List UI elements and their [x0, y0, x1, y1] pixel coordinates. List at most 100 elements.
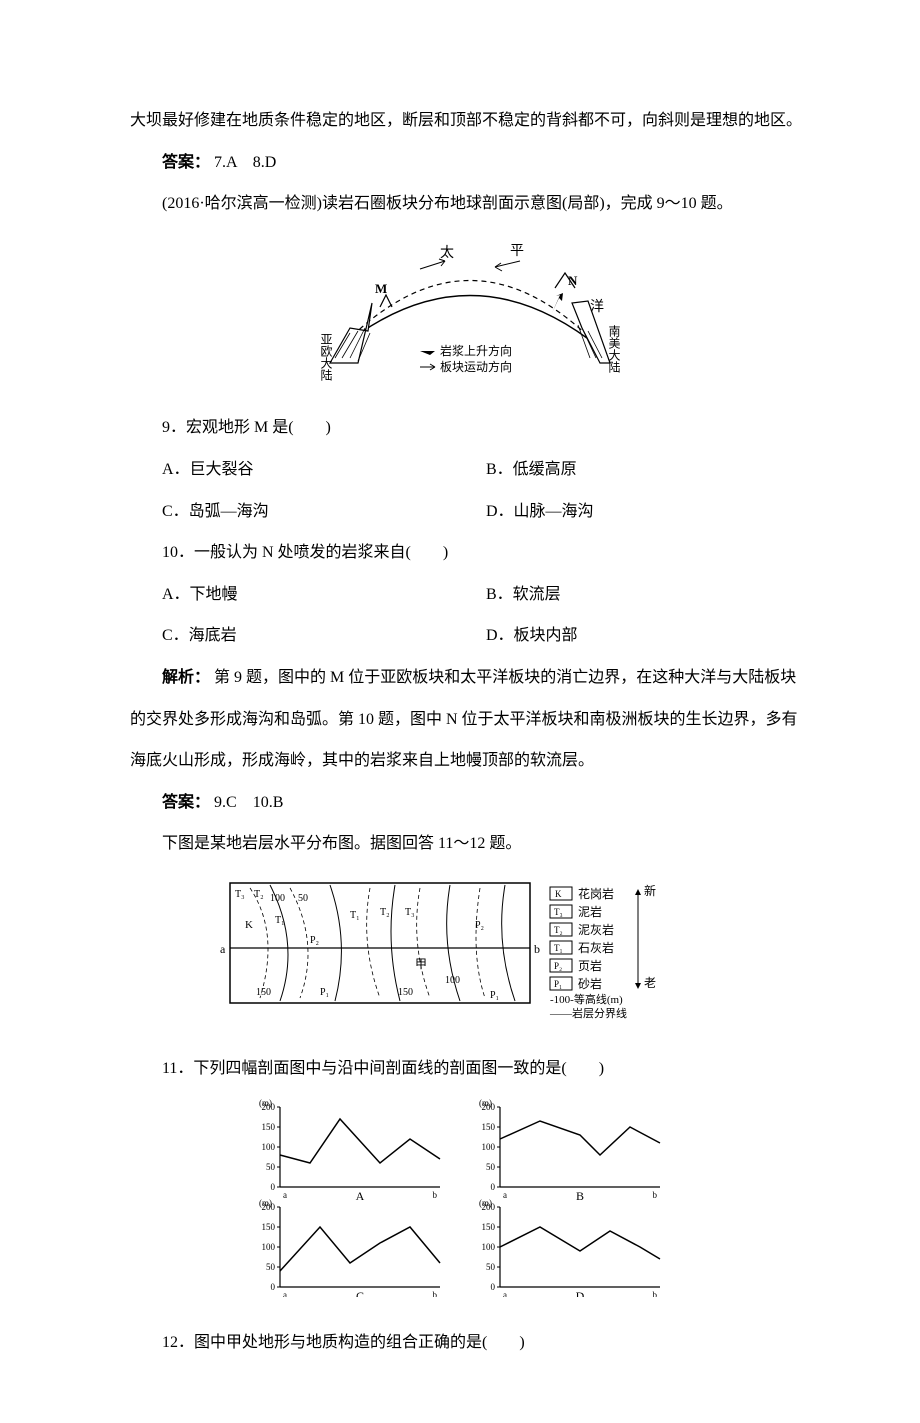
svg-text:0: 0 — [271, 1282, 276, 1292]
svg-text:a: a — [503, 1290, 507, 1297]
figure-geology-map: a b 100 50 150 100 150 T₃ T₂ T₁ T₁ T — [130, 873, 810, 1040]
svg-text:a: a — [503, 1190, 507, 1200]
svg-text:150: 150 — [262, 1222, 276, 1232]
svg-text:100: 100 — [482, 1142, 496, 1152]
explain-9-10: 解析： 第 9 题，图中的 M 位于亚欧板块和太平洋板块的消亡边界，在这种大洋与… — [130, 657, 810, 782]
contour-150a: 150 — [256, 987, 271, 998]
svg-text:b: b — [653, 1290, 658, 1297]
svg-text:A: A — [356, 1189, 365, 1203]
svg-text:b: b — [433, 1290, 438, 1297]
legend-t2: 泥灰岩 — [578, 922, 614, 937]
contour-100b: 100 — [445, 975, 460, 986]
q11-stem: 11．下列四幅剖面图中与沿中间剖面线的剖面图一致的是( ) — [130, 1048, 810, 1090]
svg-text:150: 150 — [482, 1222, 496, 1232]
svg-text:0: 0 — [491, 1282, 496, 1292]
svg-text:K: K — [555, 889, 562, 899]
map-b: b — [534, 942, 540, 956]
legend-t3: 泥岩 — [578, 904, 602, 919]
svg-text:100: 100 — [262, 1242, 276, 1252]
contour-150b: 150 — [398, 987, 413, 998]
answer-9-10: 答案： 9.C 10.B — [130, 782, 810, 824]
svg-text:50: 50 — [486, 1162, 496, 1172]
answer-value-2: 9.C 10.B — [214, 794, 283, 811]
q10-opt-c: C．海底岩 — [162, 615, 486, 657]
legend-magma: 岩浆上升方向 — [440, 343, 512, 358]
legend-p2: 页岩 — [578, 958, 602, 973]
svg-text:150: 150 — [482, 1122, 496, 1132]
svg-text:C: C — [356, 1289, 364, 1297]
map-k: K — [245, 919, 253, 931]
map-t2b: T₂ — [380, 907, 390, 918]
legend-contour: -100-等高线(m) — [550, 992, 623, 1006]
label-tai: 太 — [440, 245, 454, 261]
svg-text:P₁: P₁ — [554, 979, 562, 989]
map-t2: T₂ — [254, 889, 264, 900]
q9-opt-c: C．岛弧—海沟 — [162, 491, 486, 533]
svg-text:(m): (m) — [479, 1198, 492, 1208]
q12-stem: 12．图中甲处地形与地质构造的组合正确的是( ) — [130, 1322, 810, 1364]
map-t3b: T₃ — [405, 907, 415, 918]
svg-text:(m): (m) — [479, 1098, 492, 1108]
age-old: 老 — [644, 976, 656, 990]
map-p2b: P₂ — [475, 920, 484, 931]
legend-p1: 砂岩 — [578, 976, 602, 991]
map-jia: 甲 — [415, 957, 427, 971]
map-a: a — [220, 942, 226, 956]
svg-text:b: b — [653, 1190, 658, 1200]
legend-motion: 板块运动方向 — [440, 359, 512, 374]
q10-opt-b: B．软流层 — [486, 574, 810, 616]
label-yang: 洋 — [590, 299, 604, 315]
intro-paragraph: 大坝最好修建在地质条件稳定的地区，断层和顶部不稳定的背斜都不可，向斜则是理想的地… — [130, 100, 810, 142]
label-eurasia: 亚欧大陆 — [319, 333, 333, 381]
svg-text:b: b — [433, 1190, 438, 1200]
answer-label-2: 答案： — [162, 794, 210, 811]
contour-100a: 100 — [270, 893, 285, 904]
svg-text:50: 50 — [486, 1262, 496, 1272]
svg-text:D: D — [576, 1289, 585, 1297]
svg-text:T₁: T₁ — [554, 943, 563, 953]
answer-label: 答案： — [162, 154, 210, 171]
explain-text: 第 9 题，图中的 M 位于亚欧板块和太平洋板块的消亡边界，在这种大洋与大陆板块… — [130, 669, 798, 769]
svg-text:0: 0 — [491, 1182, 496, 1192]
q9-opt-b: B．低缓高原 — [486, 449, 810, 491]
map-t1b: T₁ — [350, 910, 360, 921]
explain-label: 解析： — [162, 669, 210, 686]
map-t1a: T₁ — [275, 915, 285, 926]
svg-text:a: a — [283, 1290, 287, 1297]
answer-value: 7.A 8.D — [214, 154, 276, 171]
q9-stem: 9．宏观地形 M 是( ) — [130, 407, 810, 449]
svg-text:a: a — [283, 1190, 287, 1200]
q10-opt-d: D．板块内部 — [486, 615, 810, 657]
passage-11-12: 下图是某地岩层水平分布图。据图回答 11～12 题。 — [130, 823, 810, 865]
legend-k: 花岗岩 — [578, 886, 614, 901]
answer-7-8: 答案： 7.A 8.D — [130, 142, 810, 184]
figure-plate-section: 太 平 洋 M N 亚欧大陆 南美大陆 岩浆上升方向 板块运动方向 — [130, 233, 810, 400]
q9-opt-a: A．巨大裂谷 — [162, 449, 486, 491]
svg-text:(m): (m) — [259, 1198, 272, 1208]
legend-t1: 石灰岩 — [578, 940, 614, 955]
svg-text:T₃: T₃ — [554, 907, 563, 917]
svg-text:150: 150 — [262, 1122, 276, 1132]
q10-stem: 10．一般认为 N 处喷发的岩浆来自( ) — [130, 532, 810, 574]
legend-boundary: ——岩层分界线 — [549, 1006, 627, 1020]
svg-text:100: 100 — [482, 1242, 496, 1252]
map-t3: T₃ — [235, 889, 245, 900]
contour-50: 50 — [298, 893, 308, 904]
passage-9-10: (2016·哈尔滨高一检测)读岩石圈板块分布地球剖面示意图(局部)，完成 9～1… — [130, 183, 810, 225]
map-p2a: P₂ — [310, 935, 319, 946]
svg-text:(m): (m) — [259, 1098, 272, 1108]
svg-text:100: 100 — [262, 1142, 276, 1152]
figure-profiles: 050100150200(m)abA050100150200(m)abB0501… — [130, 1097, 810, 1314]
svg-text:50: 50 — [266, 1262, 276, 1272]
map-p1b: P₁ — [490, 990, 499, 1001]
age-new: 新 — [644, 883, 656, 898]
map-p1a: P₁ — [320, 987, 329, 998]
label-ping: 平 — [510, 244, 524, 259]
label-m: M — [375, 281, 387, 296]
svg-text:B: B — [576, 1189, 584, 1203]
q10-opt-a: A．下地幔 — [162, 574, 486, 616]
svg-text:50: 50 — [266, 1162, 276, 1172]
svg-text:T₂: T₂ — [554, 925, 563, 935]
label-samerica: 南美大陆 — [607, 323, 621, 372]
q9-opt-d: D．山脉—海沟 — [486, 491, 810, 533]
